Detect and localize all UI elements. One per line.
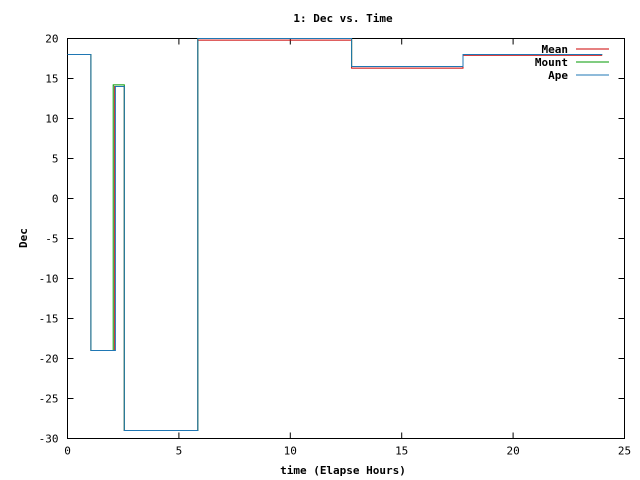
y-tick-label: -20: [39, 353, 59, 366]
x-tick-label: 0: [64, 445, 71, 458]
x-tick-label: 5: [176, 445, 183, 458]
series-line-mount: [67, 38, 603, 431]
y-tick-label: -30: [39, 433, 59, 446]
series-line-mean: [67, 39, 603, 431]
y-tick-label: -15: [39, 313, 59, 326]
legend-label: Mean: [542, 43, 569, 56]
plot-frame: [67, 38, 625, 439]
series-layer: [67, 38, 603, 431]
series-line-ape: [67, 38, 603, 431]
x-tick-label: 25: [618, 445, 631, 458]
y-tick-label: 20: [45, 33, 58, 46]
y-tick-label: 10: [45, 113, 58, 126]
y-tick-label: 0: [52, 193, 59, 206]
y-tick-label: -25: [39, 393, 59, 406]
y-tick-label: 15: [45, 73, 58, 86]
chart-title: 1: Dec vs. Time: [293, 12, 393, 25]
y-axis-label: Dec: [17, 228, 30, 248]
x-axis-label: time (Elapse Hours): [280, 464, 406, 477]
axis-ticks: 0 5 10 15 20 25 20 15 10 5 0 -5 -10 -15 -20 -25 -30: [39, 33, 632, 458]
x-tick-label: 10: [284, 445, 297, 458]
y-tick-label: -5: [45, 233, 58, 246]
y-tick-label: -10: [39, 273, 59, 286]
y-tick-label: 5: [52, 153, 59, 166]
legend-label: Ape: [548, 69, 568, 82]
x-tick-label: 15: [395, 445, 408, 458]
legend-label: Mount: [535, 56, 568, 69]
x-tick-label: 20: [506, 445, 519, 458]
